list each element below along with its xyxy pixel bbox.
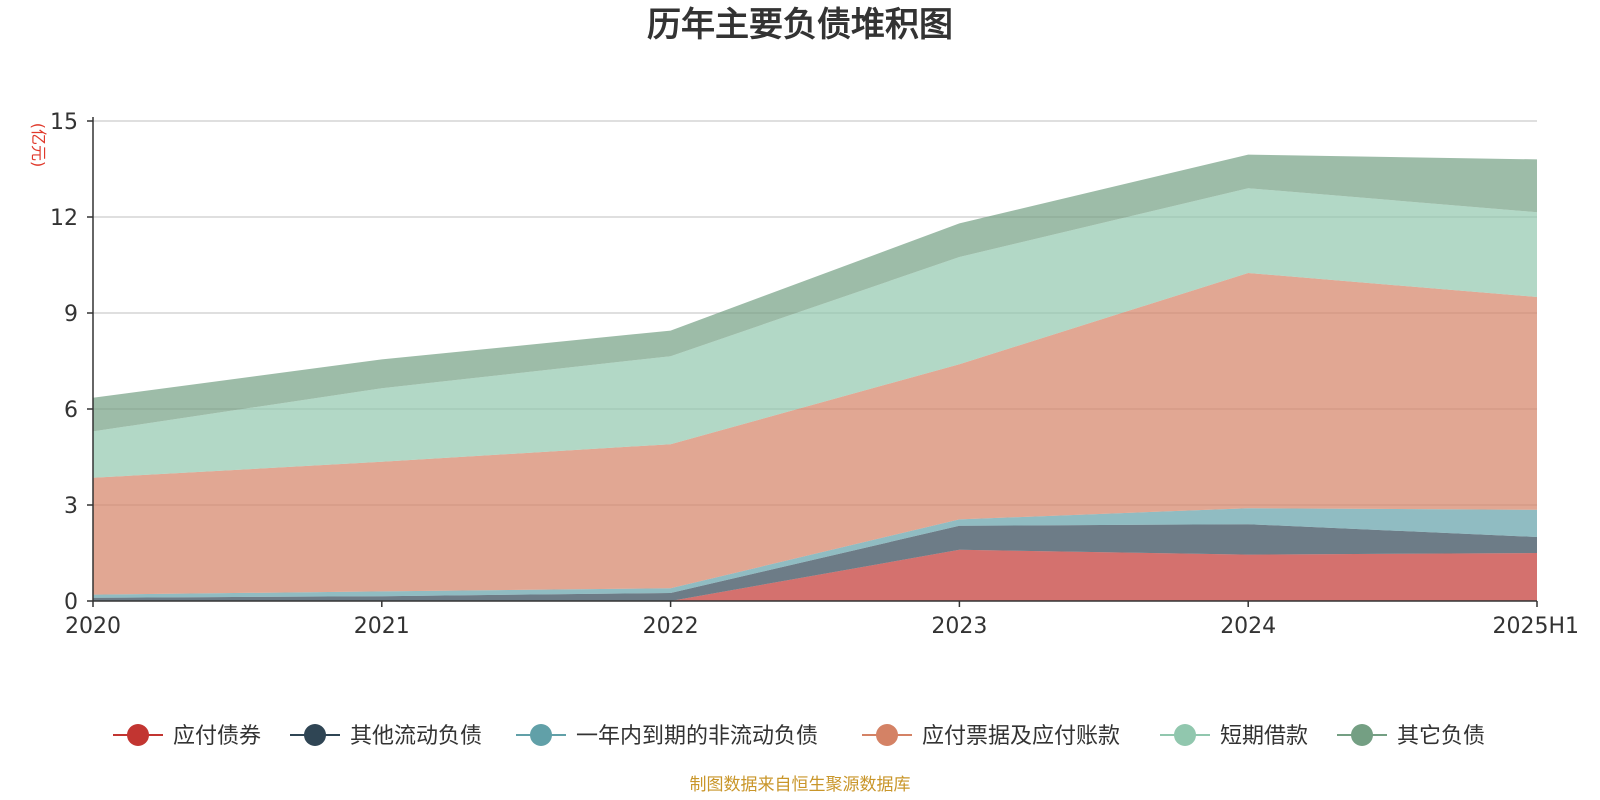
x-tick-label: 2023 bbox=[931, 614, 987, 639]
x-tick-label: 2024 bbox=[1220, 614, 1276, 639]
legend-marker bbox=[876, 724, 898, 746]
legend-label: 应付债券 bbox=[173, 724, 261, 749]
chart-title: 历年主要负债堆积图 bbox=[647, 5, 953, 45]
legend-item-4[interactable]: 应付票据及应付账款 bbox=[862, 724, 1120, 749]
legend-marker bbox=[127, 724, 149, 746]
legend-marker bbox=[304, 724, 326, 746]
legend-label: 其它负债 bbox=[1397, 724, 1485, 749]
legend-label: 一年内到期的非流动负债 bbox=[576, 724, 818, 749]
y-axis-unit: (亿元) bbox=[29, 123, 48, 168]
data-source-note: 制图数据来自恒生聚源数据库 bbox=[690, 775, 911, 795]
legend-item-2[interactable]: 其他流动负债 bbox=[290, 724, 482, 749]
legend-item-6[interactable]: 其它负债 bbox=[1337, 724, 1485, 749]
x-tick-label: 2025H1 bbox=[1492, 614, 1579, 639]
area-series-5 bbox=[93, 188, 1537, 478]
area-series-3 bbox=[93, 508, 1537, 598]
x-tick-label: 2020 bbox=[65, 614, 121, 639]
area-series bbox=[93, 154, 1537, 601]
area-series-4 bbox=[93, 273, 1537, 595]
legend-item-3[interactable]: 一年内到期的非流动负债 bbox=[516, 724, 818, 749]
axes: 0 3 6 9 12 15 2020 2021 2022 2023 2024 2025H1 bbox=[50, 110, 1579, 639]
y-tick-label: 15 bbox=[50, 110, 78, 135]
legend-marker bbox=[1174, 724, 1196, 746]
legend-item-5[interactable]: 短期借款 bbox=[1160, 724, 1308, 749]
legend-marker bbox=[530, 724, 552, 746]
y-tick-label: 9 bbox=[64, 302, 78, 327]
legend-marker bbox=[1351, 724, 1373, 746]
y-tick-label: 3 bbox=[64, 494, 78, 519]
legend-label: 其他流动负债 bbox=[350, 724, 482, 749]
legend-label: 应付票据及应付账款 bbox=[922, 724, 1120, 749]
area-series-1 bbox=[93, 549, 1537, 601]
x-tick-label: 2021 bbox=[354, 614, 410, 639]
y-tick-label: 0 bbox=[64, 590, 78, 615]
y-tick-label: 6 bbox=[64, 398, 78, 423]
y-tick-label: 12 bbox=[50, 206, 78, 231]
x-tick-label: 2022 bbox=[643, 614, 699, 639]
legend-label: 短期借款 bbox=[1220, 724, 1308, 749]
area-series-2 bbox=[93, 524, 1537, 601]
area-series-6 bbox=[93, 154, 1537, 432]
legend-item-1[interactable]: 应付债券 bbox=[113, 724, 261, 749]
legend[interactable]: 应付债券 其他流动负债 一年内到期的非流动负债 应付票据及应付账款 短期借款 其它负债 bbox=[113, 724, 1485, 749]
